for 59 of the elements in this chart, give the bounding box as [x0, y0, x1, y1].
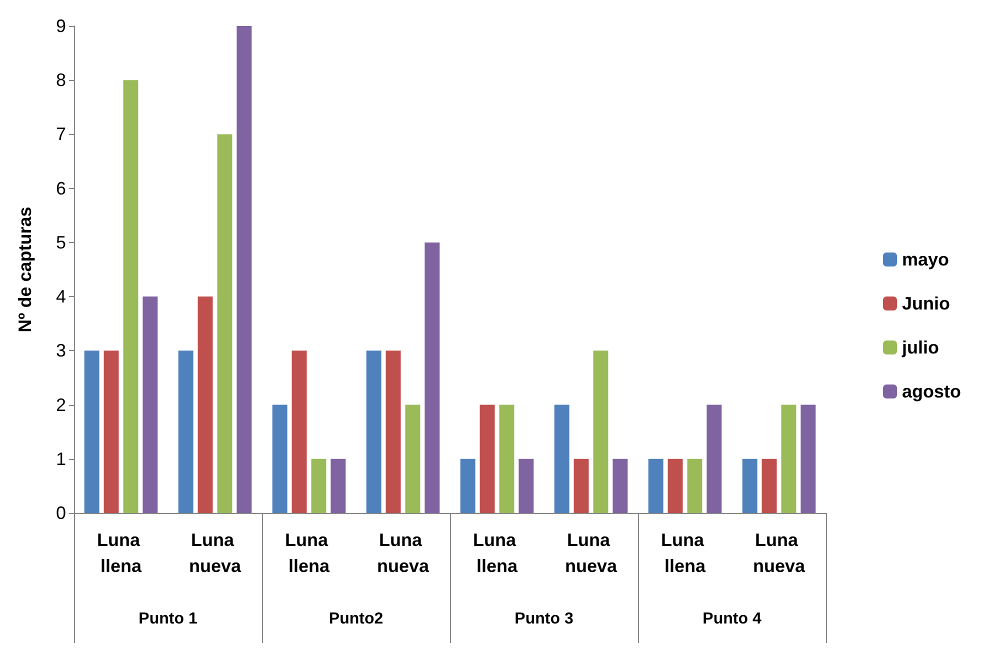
bar: [366, 350, 382, 513]
y-axis-title: Nº de capturas: [15, 206, 35, 332]
text: Punto 4: [702, 610, 762, 628]
y-tick-label: 2: [56, 394, 66, 415]
legend-label: Junio: [902, 294, 950, 314]
bar: [687, 458, 702, 513]
bar: [236, 26, 252, 513]
bar: [742, 458, 758, 513]
bar: [499, 404, 514, 513]
y-tick-label: 0: [56, 503, 66, 523]
bar: [424, 242, 440, 513]
bar: [800, 404, 816, 513]
bar: [706, 404, 722, 513]
text: Punto 1: [138, 610, 198, 628]
y-tick-label: 4: [56, 286, 66, 307]
x-tick-label: Luna llena: [97, 530, 145, 576]
bar: [272, 404, 288, 513]
y-tick-label: 5: [56, 232, 66, 252]
bar: [292, 350, 307, 513]
bar: [460, 458, 476, 513]
bar: [123, 80, 138, 513]
x-tick-label: Luna nueva: [188, 530, 242, 576]
bar: [217, 134, 232, 513]
bar: [762, 458, 777, 513]
x-tick-label: Luna nueva: [752, 530, 806, 576]
x-tick-label: Luna nueva: [376, 530, 430, 576]
bar: [593, 350, 608, 513]
y-tick-label: 8: [56, 70, 66, 90]
x-tick-label: Luna llena: [473, 530, 521, 576]
bar: [480, 404, 495, 513]
bar: [198, 296, 213, 513]
bar: [84, 350, 100, 513]
x-tick-label: Luna nueva: [564, 530, 618, 576]
bar: [518, 458, 534, 513]
bar: [612, 458, 628, 513]
legend-label: agosto: [902, 382, 962, 402]
y-tick-label: 3: [56, 340, 66, 361]
x-tick-label: Luna llena: [661, 530, 709, 576]
bar: [574, 458, 589, 513]
y-tick-label: 1: [56, 448, 66, 469]
bar: [648, 458, 664, 513]
text: Punto2: [328, 610, 384, 628]
bar: [781, 404, 796, 513]
bar: [405, 404, 420, 513]
y-tick-label: 7: [56, 124, 66, 144]
bar: [554, 404, 570, 513]
text: Punto 3: [514, 610, 574, 628]
legend-label: mayo: [902, 250, 950, 270]
y-tick-label: 9: [56, 16, 66, 36]
bar: [386, 350, 401, 513]
bar: [668, 458, 683, 513]
bar: [178, 350, 194, 513]
bar: [330, 458, 346, 513]
x-tick-label: Luna llena: [285, 530, 333, 576]
bar: [104, 350, 119, 513]
legend-label: julio: [901, 338, 939, 358]
y-tick-label: 6: [56, 178, 66, 198]
bar: [311, 458, 326, 513]
bar: [142, 296, 158, 513]
